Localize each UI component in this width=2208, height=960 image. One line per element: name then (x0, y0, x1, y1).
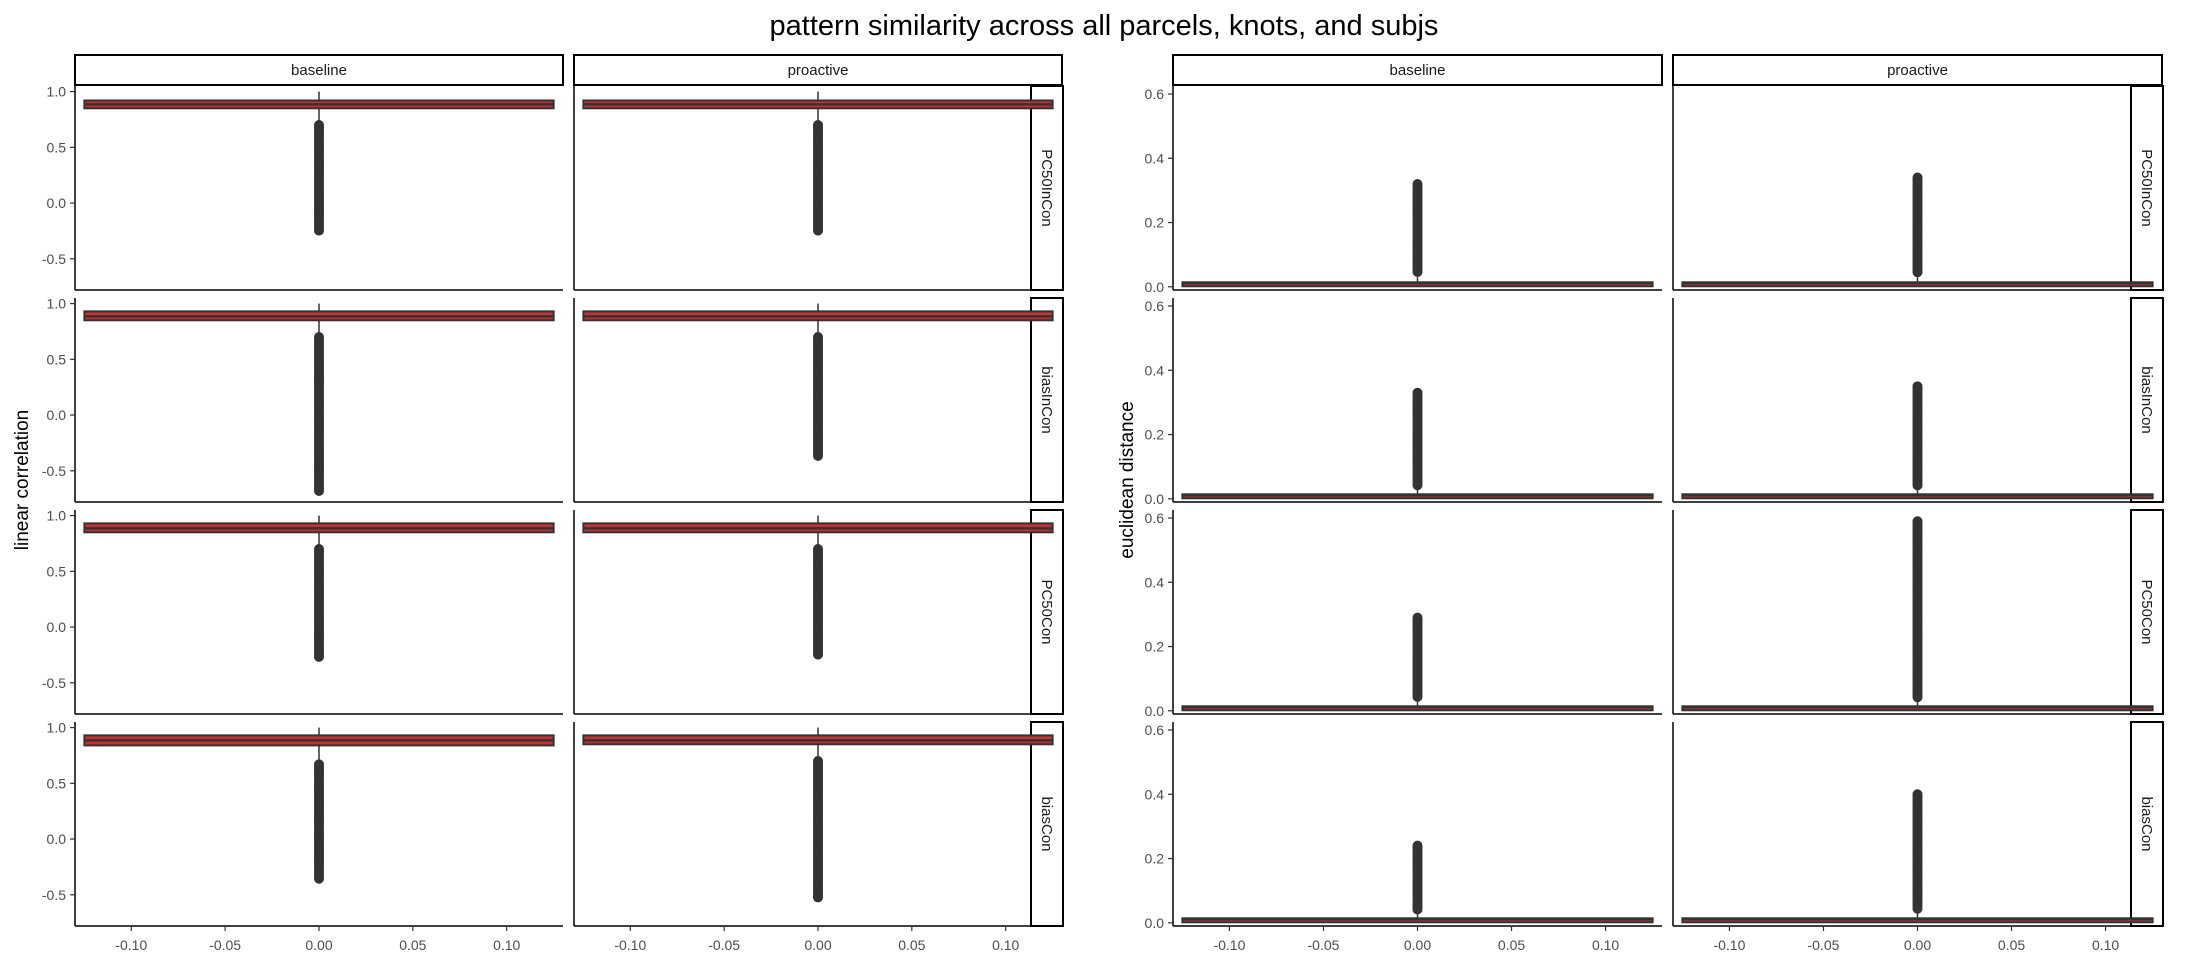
outlier-point (813, 892, 823, 903)
y-tick-label: 0.0 (47, 195, 67, 211)
column-strip (74, 54, 564, 86)
x-tick-label: 0.00 (1404, 937, 1431, 953)
y-tick-label: -0.5 (42, 251, 66, 267)
y-tick-label: 0.2 (1145, 215, 1165, 231)
outlier-point (1912, 903, 1923, 914)
y-tick-label: 0.0 (1145, 915, 1165, 931)
outlier-point (813, 450, 823, 461)
outlier-point (1412, 691, 1423, 702)
outlier-point (314, 225, 324, 236)
row-strip-label: PC50InCon (2138, 149, 2155, 227)
column-strip-label: proactive (788, 62, 849, 79)
y-tick-label: 0.4 (1145, 574, 1165, 590)
figure-title: pattern similarity across all parcels, k… (770, 10, 1439, 42)
column-strip (573, 54, 1063, 86)
x-tick-label: 0.00 (1904, 937, 1931, 953)
y-tick-label: 0.2 (1145, 851, 1165, 867)
x-tick-label: -0.10 (115, 937, 147, 953)
column-strip-label: baseline (1390, 62, 1446, 79)
x-tick-label: -0.05 (1308, 937, 1340, 953)
y-tick-label: 0.6 (1145, 722, 1165, 738)
x-tick-label: 0.10 (2092, 937, 2119, 953)
x-tick-label: 0.00 (305, 937, 332, 953)
column-strip-label: baseline (291, 62, 347, 79)
y-tick-label: 0.0 (1145, 491, 1165, 507)
row-strip-label: biasInCon (1038, 366, 1055, 434)
y-tick-label: 0.4 (1145, 150, 1165, 166)
x-tick-label: 0.05 (898, 937, 925, 953)
euclidean-distance-chart: euclidean distance baseline proactive PC50I… (1117, 54, 2164, 953)
outlier-point (314, 651, 324, 662)
row-strip-label: PC50InCon (1038, 149, 1055, 227)
x-tick-label: 0.10 (493, 937, 520, 953)
y-tick-label: 1.0 (47, 720, 67, 736)
x-tick-label: 0.00 (804, 937, 831, 953)
x-tick-label: -0.10 (1213, 937, 1245, 953)
outlier-point (1412, 904, 1423, 915)
outlier-point (813, 225, 823, 236)
x-tick-label: 0.10 (1592, 937, 1619, 953)
y-tick-label: 0.0 (47, 619, 67, 635)
column-strip-label: proactive (1887, 62, 1948, 79)
row-strip (2130, 297, 2164, 503)
y-tick-label: -0.5 (42, 463, 66, 479)
row-strip-label: biasCon (2138, 796, 2155, 851)
row-strip (1030, 297, 1064, 503)
row-strip (2130, 721, 2164, 927)
y-tick-label: 1.0 (47, 84, 67, 100)
y-tick-label: 0.5 (47, 775, 67, 791)
y-tick-label: 0.0 (47, 831, 67, 847)
y-tick-label: 0.5 (47, 563, 67, 579)
linear-correlation-chart: linear correlation baseline proactive PC50I… (12, 54, 1064, 953)
y-tick-label: 0.6 (1145, 86, 1165, 102)
y-tick-label: 0.0 (1145, 279, 1165, 295)
x-tick-label: -0.10 (614, 937, 646, 953)
outlier-point (1412, 480, 1423, 491)
x-tick-label: 0.05 (1498, 937, 1525, 953)
outlier-point (1912, 480, 1923, 491)
y-tick-label: 0.4 (1145, 786, 1165, 802)
row-strip-label: biasCon (1038, 796, 1055, 851)
outlier-point (1412, 266, 1423, 277)
x-tick-label: -0.10 (1713, 937, 1745, 953)
outlier-point (314, 486, 324, 497)
y-tick-label: 0.2 (1145, 427, 1165, 443)
column-strip (1172, 54, 1663, 86)
y-tick-label: -0.5 (42, 887, 66, 903)
y-axis-label: linear correlation (12, 410, 33, 550)
y-tick-label: 0.6 (1145, 510, 1165, 526)
y-tick-label: 0.5 (47, 139, 67, 155)
y-tick-label: 0.2 (1145, 639, 1165, 655)
x-tick-label: 0.05 (399, 937, 426, 953)
y-tick-label: 1.0 (47, 508, 67, 524)
column-strip (1672, 54, 2163, 86)
outlier-point (314, 873, 324, 884)
row-strip (2130, 85, 2164, 291)
y-axis-label: euclidean distance (1117, 401, 1138, 558)
y-tick-label: 0.0 (1145, 703, 1165, 719)
row-strip (1030, 721, 1064, 927)
x-tick-label: -0.05 (209, 937, 241, 953)
outlier-point (1912, 267, 1923, 278)
x-tick-label: 0.10 (992, 937, 1019, 953)
y-tick-label: -0.5 (42, 675, 66, 691)
y-tick-label: 0.5 (47, 351, 67, 367)
y-tick-label: 0.6 (1145, 298, 1165, 314)
y-tick-label: 1.0 (47, 296, 67, 312)
x-tick-label: -0.05 (708, 937, 740, 953)
x-tick-label: -0.05 (1808, 937, 1840, 953)
row-strip-label: PC50Con (1038, 579, 1055, 644)
row-strip-label: PC50Con (2138, 579, 2155, 644)
outlier-point (813, 649, 823, 660)
x-tick-label: 0.05 (1998, 937, 2025, 953)
y-tick-label: 0.4 (1145, 362, 1165, 378)
row-strip-label: biasInCon (2138, 366, 2155, 434)
outlier-point (1912, 692, 1923, 703)
y-tick-label: 0.0 (47, 407, 67, 423)
